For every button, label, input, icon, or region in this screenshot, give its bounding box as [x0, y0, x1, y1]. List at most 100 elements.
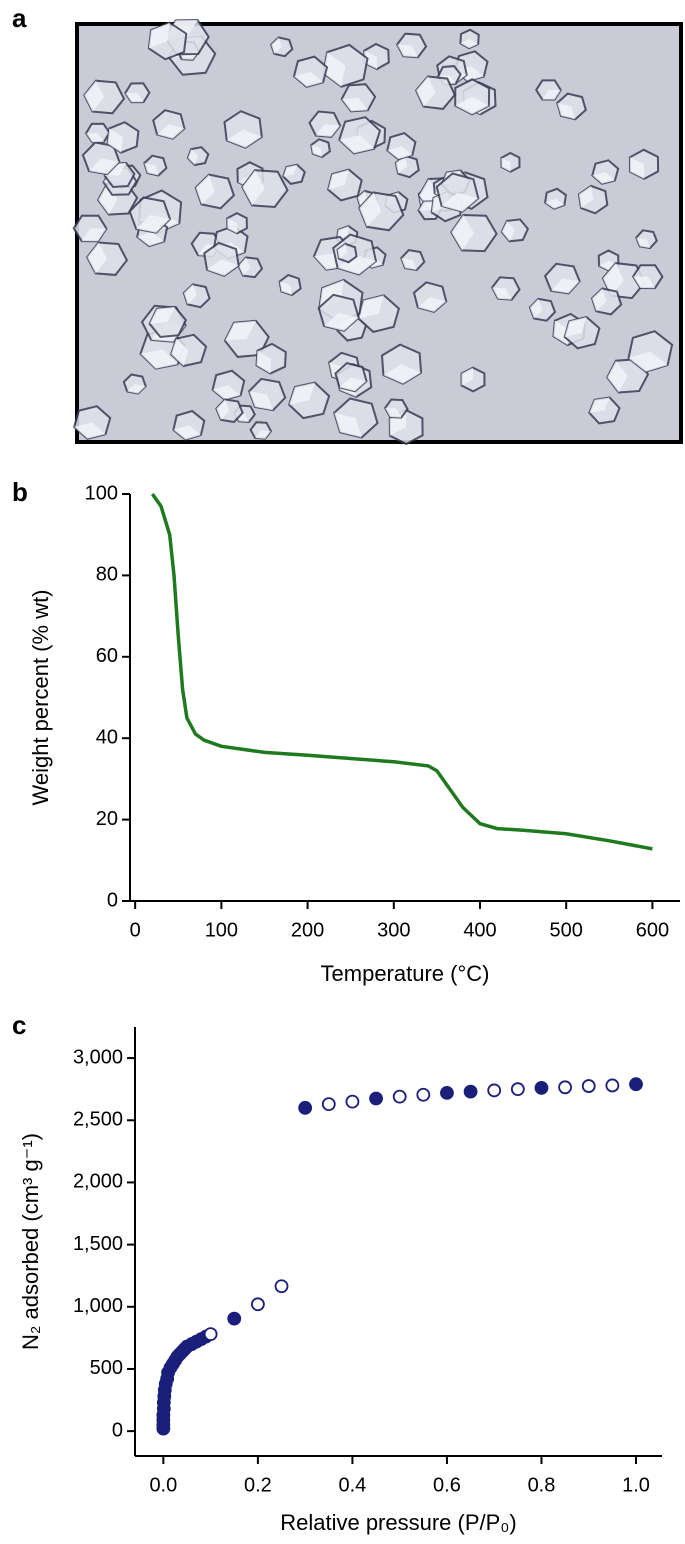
data-point [345, 1094, 360, 1109]
crystal-face [501, 157, 511, 172]
crystal-face [416, 76, 436, 107]
crystal-face [397, 44, 418, 58]
crystal-face [87, 242, 107, 274]
data-point [298, 1100, 313, 1115]
y-tick-label: 100 [85, 482, 118, 504]
panel-label: c [12, 1010, 26, 1040]
y-axis-label: Weight percent (% wt) [28, 589, 53, 805]
y-tick-label: 60 [96, 645, 118, 667]
crystal-face [334, 412, 362, 438]
crystal-face [88, 158, 120, 175]
crystal-face [323, 52, 346, 87]
crystal-face [553, 320, 570, 346]
crystal-face [337, 254, 376, 275]
crystal-face [136, 215, 170, 233]
crystal-face [339, 377, 367, 392]
crystal-face [315, 124, 341, 137]
crystal-face [359, 192, 382, 227]
data-point [581, 1079, 596, 1093]
crystal-face [256, 350, 272, 374]
crystal-face [279, 281, 292, 295]
crystal-face [137, 232, 165, 247]
y-tick-label: 0 [107, 889, 118, 911]
y-tick-label: 1,000 [73, 1295, 123, 1317]
crystal-face [460, 39, 479, 49]
data-point [392, 1089, 407, 1104]
crystal-face [144, 163, 159, 176]
x-axis-label: Relative pressure (P/P₀) [280, 1510, 517, 1535]
data-point [227, 1311, 242, 1326]
crystal-face [395, 155, 408, 174]
x-tick-label: 0.6 [433, 1474, 461, 1496]
crystal-face [545, 198, 565, 209]
crystal-face [183, 284, 197, 305]
crystal-face [242, 170, 265, 206]
data-point [629, 1077, 643, 1092]
crystal-face [529, 298, 543, 319]
x-tick-label: 100 [205, 919, 238, 941]
data-point [534, 1081, 549, 1095]
data-point [321, 1097, 336, 1111]
crystal-face [226, 129, 262, 148]
crystal-face [357, 191, 368, 207]
crystal-face [578, 185, 594, 208]
crystal-face [501, 220, 515, 242]
crystal-face [125, 92, 144, 103]
crystal-face [492, 287, 512, 300]
crystal-face [212, 385, 241, 400]
crystal-face [564, 317, 587, 337]
crystal-face [216, 399, 230, 420]
crystal-face [636, 237, 651, 249]
crystal-face [589, 397, 610, 413]
crystal-face [607, 360, 628, 393]
crystal-face [86, 132, 104, 143]
y-axis-label: N₂ adsorbed (cm³ g⁻¹) [18, 1133, 43, 1350]
x-axis-label: Temperature (°C) [321, 961, 490, 986]
data-point [416, 1087, 431, 1102]
y-tick-label: 2,500 [73, 1109, 123, 1131]
crystal-face [418, 201, 436, 211]
crystal-face [542, 90, 561, 100]
crystal-face [294, 71, 324, 87]
crystal-face [592, 172, 615, 184]
y-tick-label: 80 [96, 564, 118, 586]
crystal-face [339, 135, 375, 154]
x-tick-label: 200 [291, 919, 324, 941]
crystal-face [271, 37, 282, 54]
y-tick-label: 3,000 [73, 1046, 123, 1068]
x-tick-label: 0 [130, 919, 141, 941]
panel-label: a [12, 3, 27, 33]
crystal-face [148, 22, 170, 49]
crystal-face [171, 338, 189, 366]
photo-frame [75, 22, 683, 444]
data-point [274, 1279, 289, 1294]
crystal-face [341, 97, 368, 112]
crystal-face [337, 243, 347, 259]
y-tick-label: 2,000 [73, 1171, 123, 1193]
y-tick-label: 0 [112, 1419, 123, 1441]
crystal-face [74, 422, 106, 439]
crystal-face [84, 80, 105, 112]
crystal-face [107, 128, 123, 153]
data-line [150, 492, 653, 851]
crystal-face [629, 157, 645, 179]
crystal-face [283, 164, 298, 177]
crystal-face [81, 228, 107, 242]
crystal-face [207, 259, 239, 276]
x-tick-label: 0.4 [339, 1474, 367, 1496]
crystal-face [249, 391, 274, 411]
y-tick-label: 20 [96, 808, 118, 830]
crystal-face [551, 278, 580, 294]
x-tick-label: 1.0 [622, 1474, 650, 1496]
y-tick-label: 1,500 [73, 1233, 123, 1255]
crystal-face [441, 192, 479, 212]
crystal-face [187, 149, 199, 165]
data-point [510, 1082, 525, 1097]
crystal-face [401, 258, 417, 270]
crystal-face [255, 430, 271, 439]
data-point [487, 1083, 502, 1098]
crystal-face [224, 320, 256, 341]
data-point [463, 1084, 478, 1099]
x-tick-label: 0.8 [528, 1474, 556, 1496]
crystal-face [455, 96, 489, 115]
